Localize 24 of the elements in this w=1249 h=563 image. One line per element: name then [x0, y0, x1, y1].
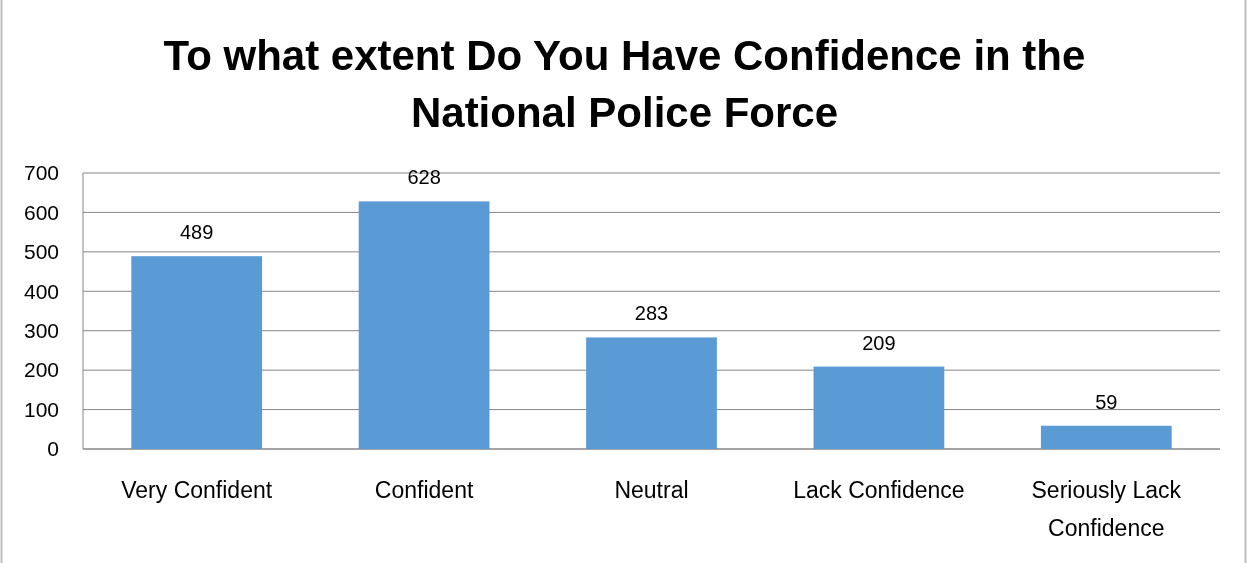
data-label: 628 [407, 166, 441, 189]
x-tick-label: Lack Confidence [793, 477, 965, 503]
x-tick-label: Confident [374, 477, 474, 503]
y-tick-label: 400 [23, 279, 59, 303]
y-tick-label: 0 [47, 437, 59, 461]
bar [1040, 425, 1172, 449]
x-tick-label: Neutral [614, 477, 689, 503]
y-tick-label: 100 [23, 397, 59, 421]
bar [131, 256, 263, 449]
x-tick-label: Seriously Lack Confidence [1031, 477, 1182, 541]
chart-title: To what extent Do You Have Confidence in the National Police Force [163, 32, 1086, 136]
data-label: 209 [862, 331, 896, 354]
bar [813, 366, 945, 449]
data-label: 283 [634, 302, 669, 325]
data-label: 59 [1095, 390, 1118, 413]
y-tick-label: 200 [23, 358, 59, 382]
bar [358, 201, 490, 449]
y-tick-label: 600 [23, 200, 59, 224]
bar [586, 337, 717, 449]
data-label: 489 [180, 221, 214, 244]
y-tick-label: 500 [23, 240, 59, 264]
x-tick-label: Very Confident [121, 477, 273, 503]
y-tick-label: 700 [23, 161, 59, 185]
y-tick-label: 300 [23, 319, 59, 343]
